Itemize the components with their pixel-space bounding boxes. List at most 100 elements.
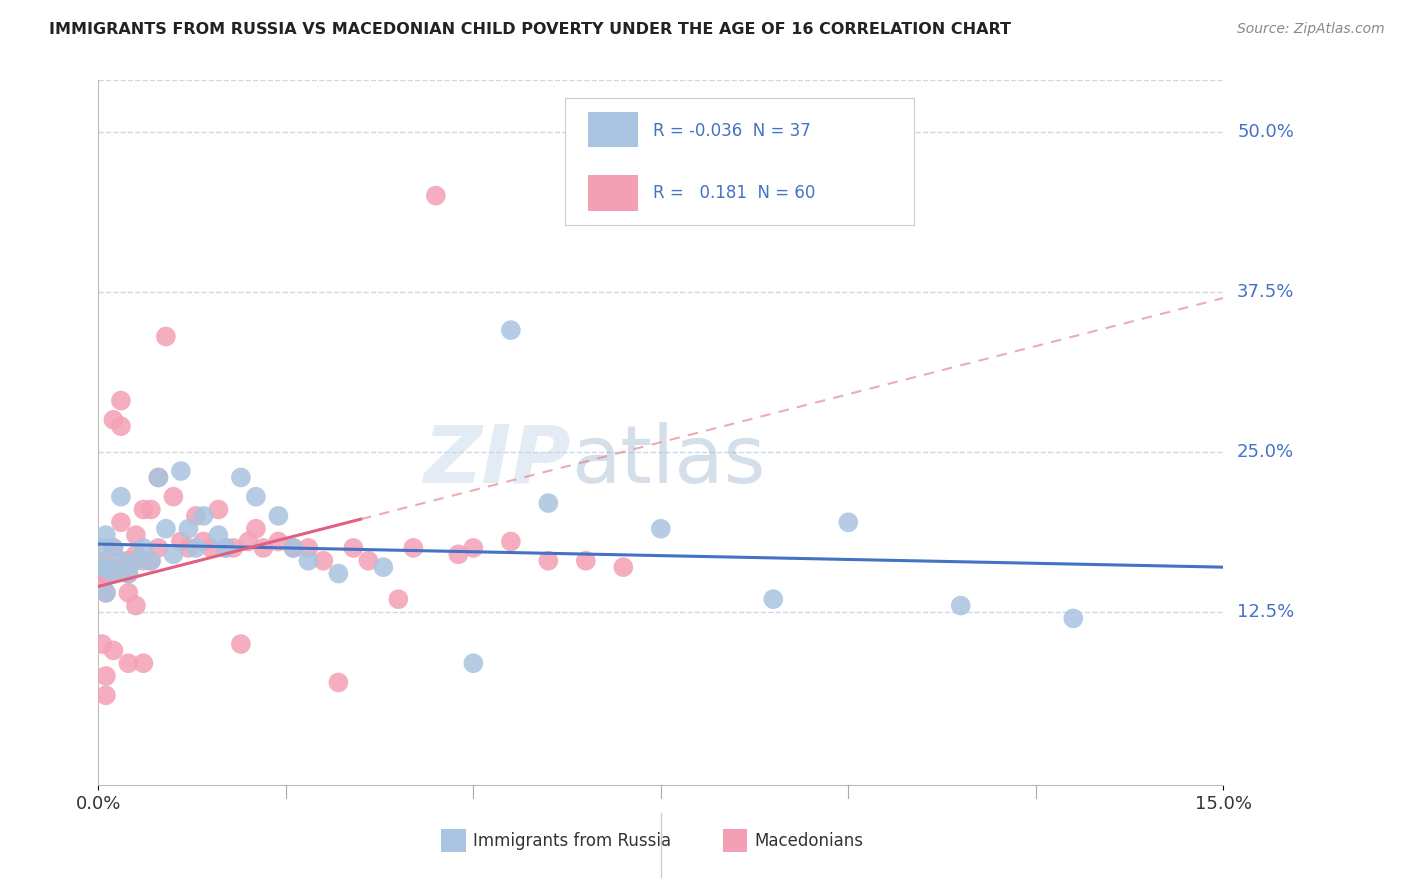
Point	[117, 566, 139, 581]
Point	[342, 541, 364, 555]
Point	[117, 586, 139, 600]
Point	[425, 188, 447, 202]
Point	[110, 554, 132, 568]
Point	[170, 534, 193, 549]
Point	[837, 516, 859, 530]
Point	[373, 560, 395, 574]
Point	[125, 547, 148, 561]
Point	[283, 541, 305, 555]
Point	[139, 554, 162, 568]
Point	[207, 502, 229, 516]
Point	[184, 541, 207, 555]
Point	[91, 560, 114, 574]
Point	[148, 541, 170, 555]
Point	[110, 419, 132, 434]
Point	[193, 534, 215, 549]
Point	[94, 554, 117, 568]
Point	[949, 599, 972, 613]
Point	[162, 547, 184, 561]
Point	[357, 554, 380, 568]
FancyBboxPatch shape	[723, 830, 748, 852]
Point	[215, 541, 238, 555]
Point	[132, 554, 155, 568]
Point	[125, 599, 148, 613]
Point	[177, 522, 200, 536]
Point	[91, 637, 114, 651]
Point	[110, 393, 132, 408]
Point	[499, 323, 522, 337]
Text: R = -0.036  N = 37: R = -0.036 N = 37	[652, 122, 811, 140]
Point	[132, 502, 155, 516]
Point	[125, 554, 148, 568]
Point	[117, 554, 139, 568]
Point	[402, 541, 425, 555]
Point	[94, 528, 117, 542]
Text: Source: ZipAtlas.com: Source: ZipAtlas.com	[1237, 22, 1385, 37]
Text: ZIP: ZIP	[423, 422, 571, 500]
Point	[215, 541, 238, 555]
Point	[1062, 611, 1084, 625]
Point	[139, 554, 162, 568]
Point	[245, 522, 267, 536]
Point	[103, 643, 125, 657]
Point	[575, 554, 598, 568]
Point	[537, 496, 560, 510]
Text: 50.0%: 50.0%	[1237, 122, 1294, 141]
FancyBboxPatch shape	[565, 98, 914, 225]
Point	[328, 675, 350, 690]
Point	[110, 490, 132, 504]
Point	[245, 490, 267, 504]
Point	[184, 508, 207, 523]
Point	[103, 566, 125, 581]
Text: 37.5%: 37.5%	[1237, 283, 1295, 301]
Point	[650, 522, 672, 536]
Point	[117, 566, 139, 581]
Point	[267, 508, 290, 523]
Point	[229, 637, 252, 651]
Point	[155, 329, 177, 343]
Point	[537, 554, 560, 568]
Point	[110, 516, 132, 530]
Point	[170, 464, 193, 478]
Point	[447, 547, 470, 561]
Point	[91, 541, 114, 555]
Point	[193, 508, 215, 523]
Point	[229, 470, 252, 484]
Point	[110, 560, 132, 574]
Text: 25.0%: 25.0%	[1237, 442, 1295, 461]
Point	[387, 592, 409, 607]
FancyBboxPatch shape	[588, 112, 638, 147]
Text: 12.5%: 12.5%	[1237, 603, 1295, 621]
Point	[94, 669, 117, 683]
Point	[91, 566, 114, 581]
Point	[94, 560, 117, 574]
Point	[328, 566, 350, 581]
Point	[762, 592, 785, 607]
Point	[312, 554, 335, 568]
Point	[103, 413, 125, 427]
Point	[94, 586, 117, 600]
Point	[103, 541, 125, 555]
Point	[612, 560, 634, 574]
Point	[148, 470, 170, 484]
Text: Macedonians: Macedonians	[754, 831, 863, 849]
Text: IMMIGRANTS FROM RUSSIA VS MACEDONIAN CHILD POVERTY UNDER THE AGE OF 16 CORRELATI: IMMIGRANTS FROM RUSSIA VS MACEDONIAN CHI…	[49, 22, 1011, 37]
Text: Immigrants from Russia: Immigrants from Russia	[472, 831, 671, 849]
Point	[139, 502, 162, 516]
Point	[117, 657, 139, 671]
Point	[283, 541, 305, 555]
Point	[222, 541, 245, 555]
Point	[207, 528, 229, 542]
Point	[162, 490, 184, 504]
Point	[94, 586, 117, 600]
FancyBboxPatch shape	[441, 830, 467, 852]
Point	[238, 534, 260, 549]
Point	[200, 541, 222, 555]
Point	[132, 541, 155, 555]
Point	[94, 566, 117, 581]
Point	[297, 541, 319, 555]
Point	[94, 688, 117, 702]
FancyBboxPatch shape	[588, 176, 638, 211]
Point	[148, 470, 170, 484]
Point	[267, 534, 290, 549]
